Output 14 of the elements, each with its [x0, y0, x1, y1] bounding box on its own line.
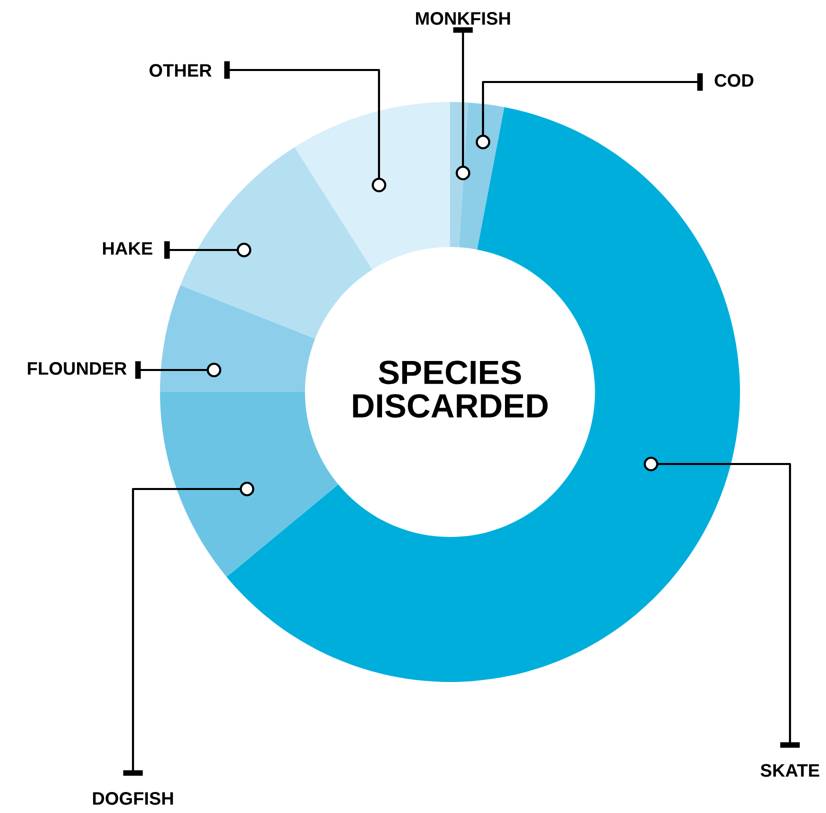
text: SPECIES DISCARDED — [353, 360, 548, 418]
donut-slice — [160, 285, 316, 392]
slice-label: SKATE — [760, 764, 820, 777]
donut-slice — [459, 102, 504, 250]
slice-label: COD — [714, 74, 754, 87]
donut-slice — [226, 107, 740, 682]
slice-label: HAKE — [103, 242, 152, 255]
slice-label: FLOUNDER — [28, 362, 127, 375]
donut-slice — [160, 392, 338, 577]
slice-label: OTHER — [150, 64, 212, 77]
donut-slice — [180, 147, 372, 339]
slice-label: DOGFISH — [93, 792, 173, 805]
donut-slice — [294, 102, 450, 270]
slice-label: MONKFISH — [416, 12, 510, 25]
